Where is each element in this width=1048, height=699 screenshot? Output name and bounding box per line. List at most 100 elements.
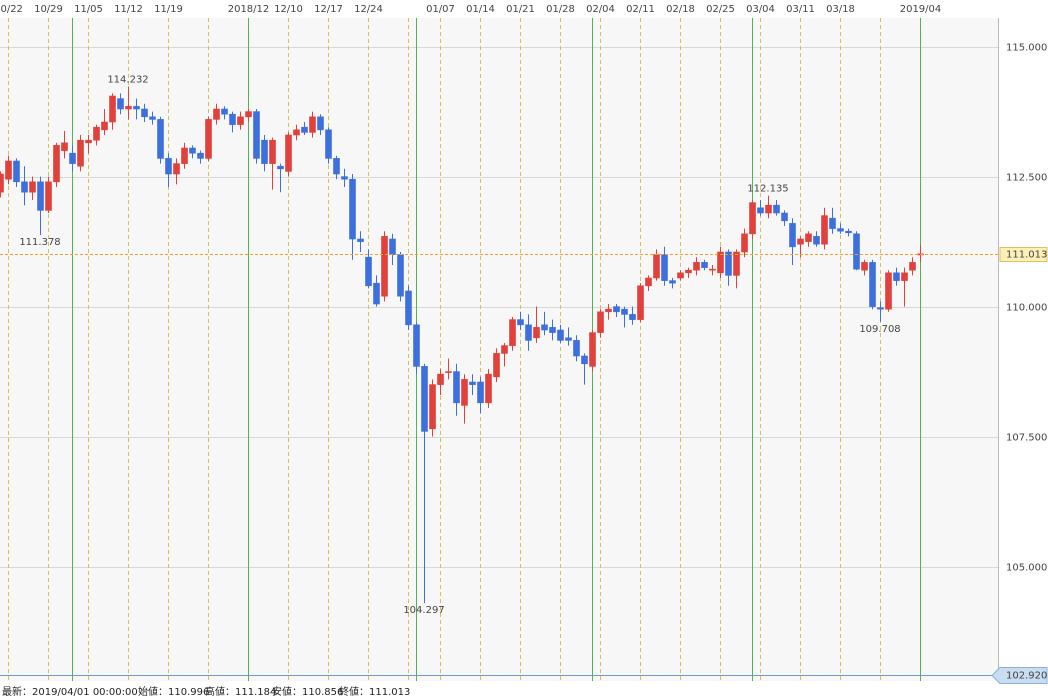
candle-body xyxy=(589,332,596,367)
candle-body xyxy=(733,251,740,276)
candle-body xyxy=(285,134,292,172)
candle-body xyxy=(245,111,252,118)
candle-body xyxy=(637,285,644,320)
candle-body xyxy=(869,262,876,307)
candle-body xyxy=(325,129,332,159)
footer-latest: 最新：2019/04/01 00:00:00 xyxy=(2,685,138,698)
x-tick-label: 02/25 xyxy=(706,4,735,15)
candle-body xyxy=(493,353,500,378)
candle-body xyxy=(629,314,636,320)
candle-body xyxy=(741,233,748,253)
candle-body xyxy=(669,280,676,284)
candle-body xyxy=(653,254,660,279)
candle-body xyxy=(685,269,692,274)
candle-body xyxy=(5,160,12,180)
x-tick-label: 12/24 xyxy=(354,4,383,15)
extreme-label: 112.135 xyxy=(747,184,788,195)
x-tick-label: 11/12 xyxy=(114,4,143,15)
candle-body xyxy=(421,366,428,432)
candle-body xyxy=(101,121,108,131)
candle-body xyxy=(293,129,300,136)
candle-body xyxy=(813,236,820,245)
candle-body xyxy=(469,381,476,385)
candle-body xyxy=(549,327,556,333)
candle-body xyxy=(125,106,132,110)
candle-body xyxy=(213,108,220,120)
x-tick-label: 10/22 xyxy=(0,4,23,15)
candle-body xyxy=(909,262,916,271)
candle-body xyxy=(797,238,804,245)
footer-low: 安値：110.856 xyxy=(272,685,343,698)
candle-body xyxy=(309,116,316,133)
candle-body xyxy=(373,282,380,305)
candle-body xyxy=(645,277,652,287)
x-tick-label: 12/10 xyxy=(274,4,303,15)
week-lines xyxy=(208,18,881,681)
candle-body xyxy=(277,165,284,170)
candle-body xyxy=(477,381,484,404)
extreme-label: 109.708 xyxy=(859,324,900,335)
last-price-label: 111.013 xyxy=(1006,250,1047,261)
candle-body xyxy=(205,119,212,159)
candle-body xyxy=(453,371,460,404)
x-tick-label: 03/18 xyxy=(826,4,855,15)
candle-body xyxy=(877,307,884,310)
candle-body xyxy=(701,262,708,268)
candle-body xyxy=(581,355,588,365)
x-tick-label: 01/28 xyxy=(546,4,575,15)
candle-body xyxy=(485,373,492,404)
candle-body xyxy=(189,147,196,154)
candle-body xyxy=(773,204,780,214)
overlay: 114.232 111.378 104.297 112.135 109.708 111.0… xyxy=(0,75,1048,684)
bottom-marker-label: 102.920 xyxy=(1006,671,1047,682)
candle-body xyxy=(69,152,76,164)
candle-body xyxy=(557,329,564,341)
candle-body xyxy=(53,145,60,183)
candle-body xyxy=(149,116,156,120)
candle-body xyxy=(349,178,356,240)
candle-body xyxy=(117,98,124,110)
candle-body xyxy=(437,373,444,385)
x-tick-label: 10/29 xyxy=(34,4,63,15)
candle-body xyxy=(677,272,684,279)
candle-body xyxy=(693,262,700,271)
candle-body xyxy=(429,384,436,430)
candle-body xyxy=(597,311,604,333)
candle-body xyxy=(301,126,308,133)
candle-body xyxy=(0,173,4,193)
candle-body xyxy=(77,139,84,167)
candle-body xyxy=(93,126,100,141)
candle-body xyxy=(621,308,628,315)
candle-body xyxy=(533,327,540,339)
candle-body xyxy=(613,306,620,313)
candle-body xyxy=(517,319,524,326)
x-tick-label: 11/19 xyxy=(154,4,183,15)
candle-body xyxy=(173,163,180,175)
candle-body xyxy=(389,238,396,255)
candle-body xyxy=(413,324,420,367)
candles xyxy=(0,86,924,604)
candle-body xyxy=(829,217,836,229)
extreme-label: 111.378 xyxy=(19,237,60,248)
candle-body xyxy=(13,160,20,183)
y-tick-label: 112.500 xyxy=(1006,173,1047,184)
x-tick-label: 11/05 xyxy=(74,4,103,15)
candle-body xyxy=(341,176,348,180)
candle-body xyxy=(397,254,404,297)
candle-body xyxy=(853,233,860,270)
candle-body xyxy=(661,254,668,281)
candle-body xyxy=(709,268,716,271)
last-price-box xyxy=(999,247,1048,262)
footer-open: 始値：110.996 xyxy=(138,685,209,698)
candle-body xyxy=(109,95,116,123)
candle-body xyxy=(717,251,724,274)
candle-body xyxy=(885,272,892,310)
candle-body xyxy=(509,319,516,346)
candle-body xyxy=(133,106,140,110)
candle-body xyxy=(541,324,548,331)
x-tick-label: 02/18 xyxy=(666,4,695,15)
candle-body xyxy=(261,139,268,164)
candle-body xyxy=(61,142,68,151)
candle-body xyxy=(85,139,92,144)
